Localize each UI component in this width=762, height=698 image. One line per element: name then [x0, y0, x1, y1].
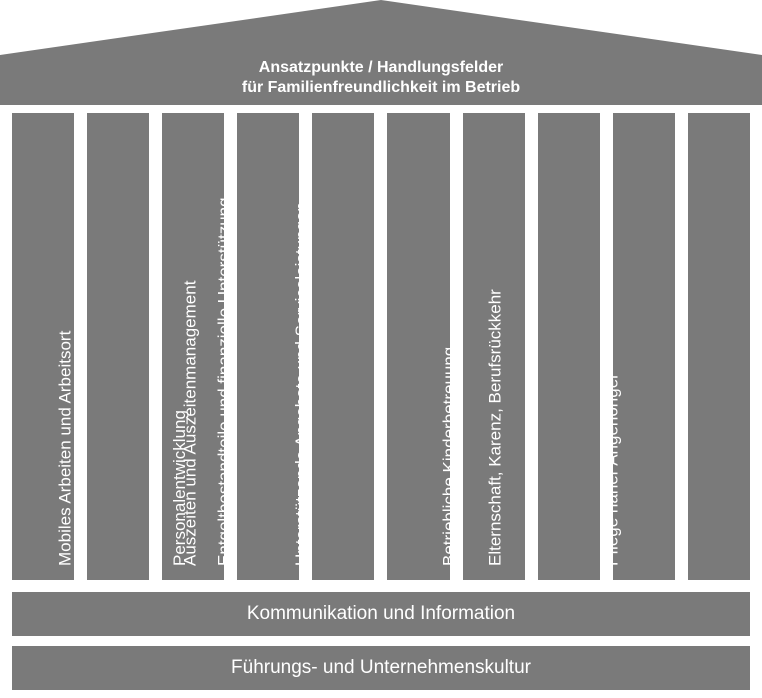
pillar-label: Mobiles Arbeiten und Arbeitsort — [56, 331, 76, 566]
house-diagram: Ansatzpunkte / Handlungsfelder für Famil… — [0, 0, 762, 698]
pillar: Auszeiten und Auszeitenmanagement — [312, 113, 374, 580]
pillar: Personalentwicklung — [237, 113, 299, 580]
roof: Ansatzpunkte / Handlungsfelder für Famil… — [0, 0, 762, 105]
base-upper-label: Kommunikation und Information — [247, 603, 515, 625]
pillars-container: Arbeitszeitflexibilisierung und Teilzeit… — [12, 113, 750, 580]
pillar: Arbeitsorganisation und Zusammenarbeit — [87, 113, 149, 580]
roof-title-line2: für Familienfreundlichkeit im Betrieb — [0, 78, 762, 98]
pillar-label: Betriebliche Kinderbetreuung — [439, 347, 459, 566]
pillar-label: Pflege naher Angehöriger — [602, 373, 622, 566]
roof-title-band: Ansatzpunkte / Handlungsfelder für Famil… — [0, 55, 762, 105]
pillar: Betriebliche Kinderbetreuung — [538, 113, 600, 580]
pillar-label: Auszeiten und Auszeitenmanagement — [181, 281, 201, 566]
pillar-label: Elternschaft, Karenz, Berufsrückkehr — [485, 289, 505, 566]
roof-triangle — [0, 0, 762, 55]
pillar: Pflege naher Angehöriger — [688, 113, 750, 580]
base-lower: Führungs- und Unternehmenskultur — [12, 646, 750, 690]
base-upper: Kommunikation und Information — [12, 592, 750, 636]
pillar-label: Unterstützende Angebote und Serviceleist… — [292, 202, 312, 566]
roof-title-line1: Ansatzpunkte / Handlungsfelder — [0, 58, 762, 78]
base-lower-label: Führungs- und Unternehmenskultur — [231, 657, 531, 679]
pillar-label: Entgeltbestandteile und finanzielle Unte… — [214, 197, 234, 566]
